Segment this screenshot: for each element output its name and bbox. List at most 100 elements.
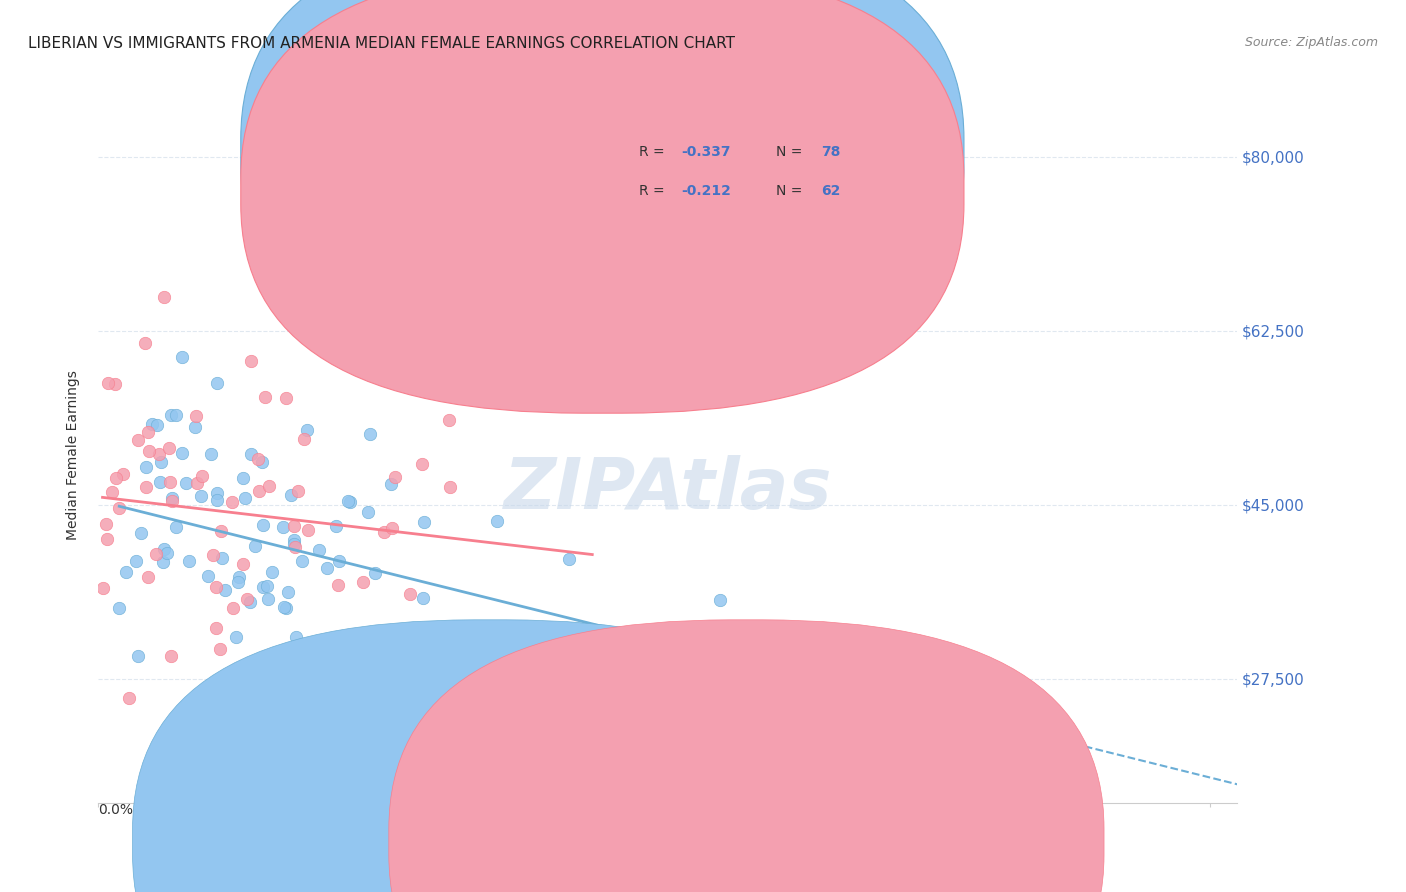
Point [252,702,274,716]
Point [423,621,446,635]
Point [382,624,405,638]
Point [709,593,731,607]
Point [146,418,169,433]
Point [648,791,671,805]
Point [204,621,226,635]
Point [396,625,419,640]
Point [118,690,141,705]
Point [380,476,402,491]
Point [160,408,183,422]
Point [125,554,148,568]
Point [129,525,152,540]
Y-axis label: Median Female Earnings: Median Female Earnings [66,370,80,540]
Point [262,566,284,580]
Point [97,376,120,391]
Text: Source: ZipAtlas.com: Source: ZipAtlas.com [1244,36,1378,49]
Point [150,455,173,469]
Point [138,443,160,458]
Point [172,351,194,365]
Point [437,413,460,427]
Point [200,446,222,460]
Point [247,483,270,498]
Point [104,470,127,484]
Point [412,591,434,606]
Point [159,475,181,490]
Point [136,570,159,584]
Point [152,555,174,569]
Text: Liberians: Liberians [517,835,581,849]
Point [226,664,249,678]
Point [412,622,434,636]
Point [257,592,280,607]
Point [359,694,381,708]
Point [138,425,160,439]
Point [183,420,205,434]
Point [157,441,180,455]
Text: R =: R = [640,145,669,160]
Point [252,518,274,533]
Point [141,417,163,432]
Point [233,491,256,505]
Point [191,468,214,483]
Point [273,599,295,614]
Point [359,427,381,442]
Point [221,600,243,615]
Text: 62: 62 [821,184,841,197]
Point [160,493,183,508]
Point [165,520,187,534]
Text: LIBERIAN VS IMMIGRANTS FROM ARMENIA MEDIAN FEMALE EARNINGS CORRELATION CHART: LIBERIAN VS IMMIGRANTS FROM ARMENIA MEDI… [28,36,735,51]
Point [352,574,374,589]
Point [172,446,194,460]
Point [91,582,114,596]
Point [243,539,266,553]
Point [384,470,406,484]
Point [284,540,307,554]
Point [207,493,229,508]
Point [399,587,422,601]
Point [221,495,243,509]
Point [252,455,274,469]
Point [94,517,117,532]
Text: -0.212: -0.212 [682,184,731,197]
Point [274,600,297,615]
FancyBboxPatch shape [389,620,1104,892]
Point [395,632,418,646]
Point [156,546,179,560]
Point [256,579,278,593]
Point [149,475,172,489]
FancyBboxPatch shape [240,0,965,413]
Point [373,525,395,540]
Point [287,484,309,499]
Point [323,631,346,645]
Point [389,624,412,639]
Point [254,390,277,404]
Point [104,376,127,391]
Point [411,457,433,471]
Point [115,566,138,580]
Point [439,480,461,494]
Point [283,533,305,547]
Point [160,491,183,505]
Text: 0.0%: 0.0% [98,803,134,817]
Point [287,688,309,702]
Point [252,580,274,594]
Point [236,592,259,607]
Point [228,570,250,584]
Point [364,669,387,683]
FancyBboxPatch shape [554,114,953,235]
Point [328,554,350,568]
Text: N =: N = [776,145,807,160]
Point [205,376,228,391]
Point [226,575,249,590]
Point [127,433,149,447]
Point [209,642,232,657]
Point [277,584,299,599]
Point [581,378,603,392]
Text: ZIPAtlas: ZIPAtlas [503,455,832,524]
Point [153,290,176,304]
Point [101,485,124,500]
Point [283,537,305,551]
Point [197,568,219,582]
Point [148,447,170,461]
Text: N =: N = [776,184,807,197]
